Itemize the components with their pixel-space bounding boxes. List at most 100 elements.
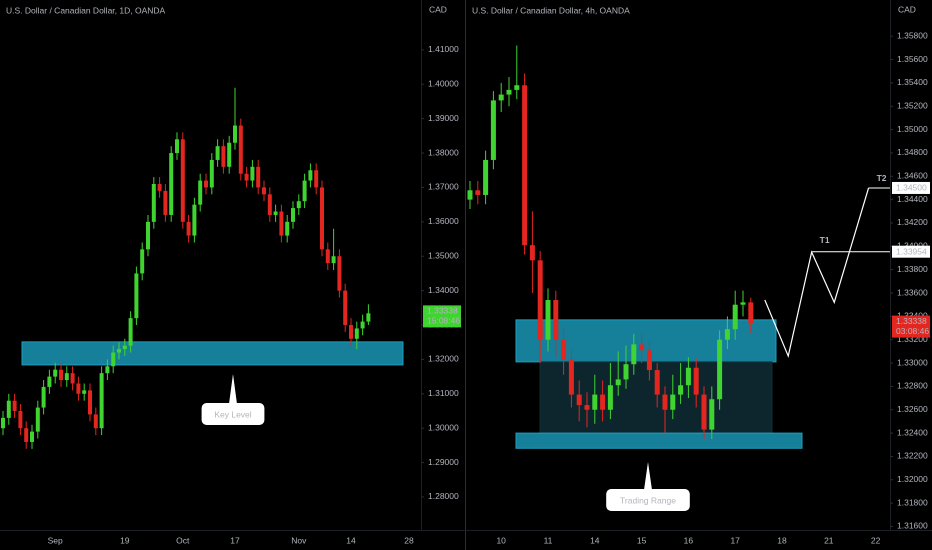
y-tick-label: 1.39000 (428, 113, 459, 123)
candle-body (545, 300, 551, 340)
y-tick-label: 1.34600 (897, 171, 928, 181)
candle-body (227, 142, 232, 167)
candle-body (59, 369, 63, 381)
y-tick-label: 1.34200 (897, 217, 928, 227)
candle-body (76, 383, 81, 394)
candle-body (717, 339, 723, 400)
zone (515, 432, 803, 449)
candle-body (748, 302, 754, 324)
y-tick-label: 1.35400 (897, 77, 928, 87)
target-label-box (892, 181, 930, 194)
chart-title: U.S. Dollar / Canadian Dollar, 4h, OANDA (472, 5, 630, 15)
candle-body (215, 146, 220, 160)
candle-body (600, 394, 606, 410)
candle-body (6, 400, 11, 418)
candle-body (186, 221, 191, 236)
candle-body (561, 339, 567, 360)
candle-body (490, 100, 496, 160)
y-tick-label: 1.29000 (428, 457, 459, 467)
candle-body (537, 260, 543, 340)
candle-body (349, 325, 353, 339)
candle-body (615, 379, 621, 386)
target-label: 1.33954 (896, 246, 927, 256)
candle-body (670, 394, 676, 410)
y-tick-label: 1.28000 (428, 491, 459, 501)
candle-body (701, 394, 707, 430)
candle-body (117, 349, 121, 353)
candle-body (64, 373, 69, 381)
y-tick-label: 1.35800 (897, 30, 928, 40)
candle-body (163, 190, 168, 215)
candle-body (169, 153, 174, 215)
x-tick-label: 15 (637, 535, 647, 545)
candle-body (198, 180, 203, 205)
annotation-text: Trading Range (620, 495, 676, 505)
candle-body (82, 390, 87, 394)
candle-body (483, 159, 489, 195)
y-tick-label: 1.34800 (897, 147, 928, 157)
x-tick-label: 10 (496, 535, 506, 545)
candle-body (576, 394, 582, 406)
candle-body (592, 394, 598, 410)
candle-body (47, 376, 52, 387)
countdown: 15:08:46 (427, 316, 460, 326)
y-tick-label: 1.32600 (897, 404, 928, 414)
y-tick-label: 1.35000 (428, 250, 459, 260)
candle-body (498, 94, 504, 101)
candle-body (646, 350, 652, 371)
chart-title: U.S. Dollar / Canadian Dollar, 1D, OANDA (6, 5, 166, 15)
x-tick-label: 22 (871, 535, 881, 545)
candle-body (238, 125, 243, 174)
candle-body (607, 385, 613, 410)
candle-body (678, 385, 684, 395)
candle-body (18, 410, 23, 429)
candle-body (24, 428, 29, 442)
candle-body (30, 431, 34, 442)
candle-body (262, 187, 266, 195)
candle-body (244, 173, 249, 181)
candle-body (314, 170, 319, 188)
x-tick-label: 19 (120, 535, 130, 545)
annotation-box (606, 489, 690, 511)
candle-body (631, 344, 637, 365)
candle-body (273, 211, 278, 215)
candle-body (122, 345, 127, 350)
candle-body (204, 180, 208, 188)
candle-body (320, 187, 324, 250)
candle-body (291, 208, 295, 222)
candle-body (553, 300, 559, 340)
candle-body (467, 190, 473, 200)
candle-body (267, 194, 272, 215)
x-tick-label: 14 (346, 535, 356, 545)
y-tick-label: 1.35200 (897, 100, 928, 110)
y-tick-label: 1.32200 (897, 451, 928, 461)
candle-body (41, 386, 46, 408)
y-tick-label: 1.32000 (428, 354, 459, 364)
candle-body (654, 370, 660, 395)
target-name: T2 (877, 173, 887, 183)
candle-body (693, 367, 699, 395)
candle-body (685, 367, 691, 386)
candle-body (529, 245, 535, 261)
candle-body (93, 414, 98, 429)
y-tick-label: 1.35600 (897, 54, 928, 64)
last-price-box (423, 305, 461, 328)
candle-body (308, 170, 313, 181)
y-tick-label: 1.30000 (428, 422, 459, 432)
candle-body (279, 211, 284, 236)
x-tick-label: 18 (777, 535, 787, 545)
x-tick-label: Nov (291, 535, 307, 545)
candle-body (180, 139, 185, 222)
y-tick-label: 1.40000 (428, 79, 459, 89)
x-tick-label: 11 (544, 535, 553, 545)
target-label: 1.34500 (896, 183, 927, 193)
candle-body (256, 166, 261, 188)
y-tick-label: 1.36000 (428, 216, 459, 226)
candle-body (639, 344, 645, 351)
axis-label: CAD (429, 4, 447, 14)
y-tick-label: 1.31800 (897, 497, 928, 507)
target-name: T1 (820, 235, 830, 245)
y-tick-label: 1.34000 (897, 241, 928, 251)
last-price-box (892, 315, 930, 338)
